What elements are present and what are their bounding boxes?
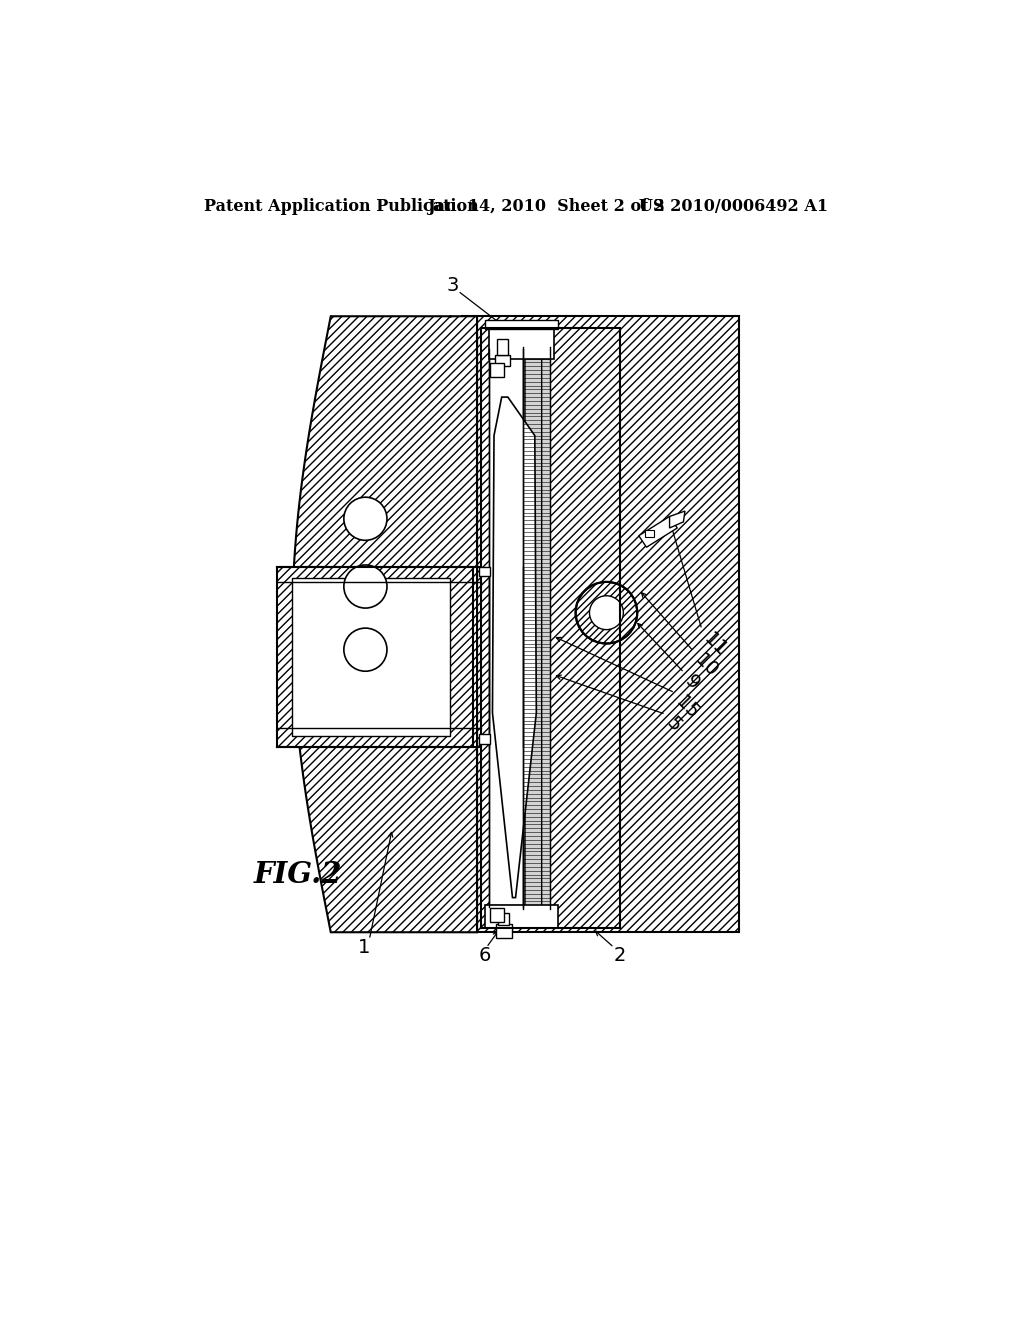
Text: 6: 6 [478,946,490,965]
Bar [484,906,558,928]
Text: 9: 9 [681,672,703,693]
Circle shape [344,565,387,609]
Text: FIG.2: FIG.2 [254,861,342,888]
Bar [497,339,508,355]
Text: Jan. 14, 2010  Sheet 2 of 2: Jan. 14, 2010 Sheet 2 of 2 [427,198,665,215]
Text: 5: 5 [663,714,685,737]
Polygon shape [493,397,537,898]
Circle shape [344,498,387,540]
Text: US 2010/0006492 A1: US 2010/0006492 A1 [639,198,827,215]
Text: Patent Application Publication: Patent Application Publication [204,198,478,215]
Bar [495,355,510,367]
Bar [484,321,558,330]
Bar [478,734,490,743]
Text: 11: 11 [699,630,731,660]
Bar [276,566,473,747]
Text: 2: 2 [613,946,626,965]
Bar [488,330,554,359]
Bar [292,578,451,737]
Bar [498,913,509,925]
Text: 1: 1 [357,939,370,957]
Bar [523,347,550,909]
Bar [490,363,504,378]
Bar [478,566,490,576]
Text: 10: 10 [690,651,722,681]
Bar [462,317,739,932]
Polygon shape [639,516,677,548]
Bar [645,529,654,537]
Circle shape [344,628,387,671]
Text: 3: 3 [446,276,459,294]
Bar [490,908,504,923]
Polygon shape [292,317,477,932]
Bar [488,351,523,906]
Circle shape [575,582,637,644]
Text: 15: 15 [672,692,703,723]
Circle shape [590,595,624,630]
Polygon shape [670,511,685,528]
Bar [497,924,512,937]
